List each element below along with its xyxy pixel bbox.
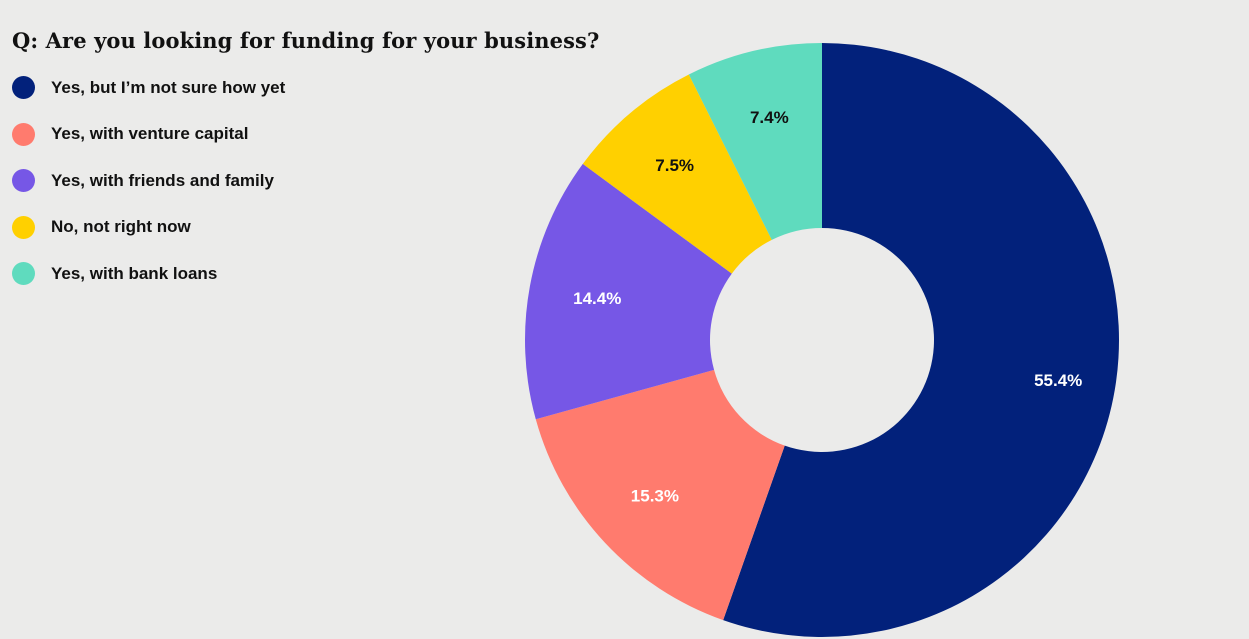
legend-swatch-icon: [12, 262, 35, 285]
slice-value-label: 14.4%: [573, 289, 621, 308]
slice-value-label: 15.3%: [631, 486, 679, 505]
legend-swatch-icon: [12, 76, 35, 99]
legend-label: Yes, with bank loans: [51, 263, 218, 283]
legend-item: No, not right now: [12, 215, 285, 239]
legend-item: Yes, with bank loans: [12, 262, 285, 285]
legend-item: Yes, with venture capital: [12, 122, 285, 146]
slice-value-label: 55.4%: [1034, 371, 1082, 390]
legend-swatch-icon: [12, 169, 35, 192]
slice-value-label: 7.5%: [655, 156, 694, 175]
legend-label: Yes, with venture capital: [51, 124, 249, 143]
chart-title: Q: Are you looking for funding for your …: [12, 28, 600, 53]
slice-value-label: 7.4%: [750, 108, 789, 127]
donut-slice: [688, 43, 822, 240]
donut-slice: [582, 74, 772, 274]
legend-label: No, not right now: [51, 217, 191, 236]
donut-slice: [525, 163, 732, 420]
donut-slice: [723, 43, 1119, 637]
legend-swatch-icon: [12, 215, 35, 239]
legend-label: Yes, with friends and family: [51, 170, 274, 190]
legend-item: Yes, with friends and family: [12, 169, 285, 192]
legend-label: Yes, but I’m not sure how yet: [51, 77, 286, 97]
legend-swatch-icon: [12, 122, 35, 146]
donut-slice: [535, 369, 785, 621]
chart-legend: Yes, but I’m not sure how yet Yes, with …: [12, 76, 285, 309]
legend-item: Yes, but I’m not sure how yet: [12, 76, 285, 99]
